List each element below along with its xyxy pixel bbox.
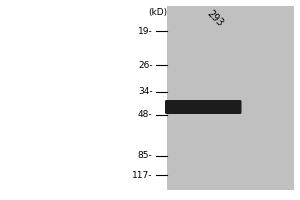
Text: 34-: 34-: [138, 88, 152, 97]
Text: 48-: 48-: [138, 110, 152, 119]
Bar: [167, 6, 294, 190]
Text: 117-: 117-: [132, 170, 152, 180]
Text: (kD): (kD): [148, 8, 167, 17]
Text: 293: 293: [205, 8, 225, 28]
Text: 19-: 19-: [138, 26, 152, 36]
Text: 85-: 85-: [138, 152, 152, 160]
FancyBboxPatch shape: [165, 100, 242, 114]
Text: 26-: 26-: [138, 60, 152, 70]
